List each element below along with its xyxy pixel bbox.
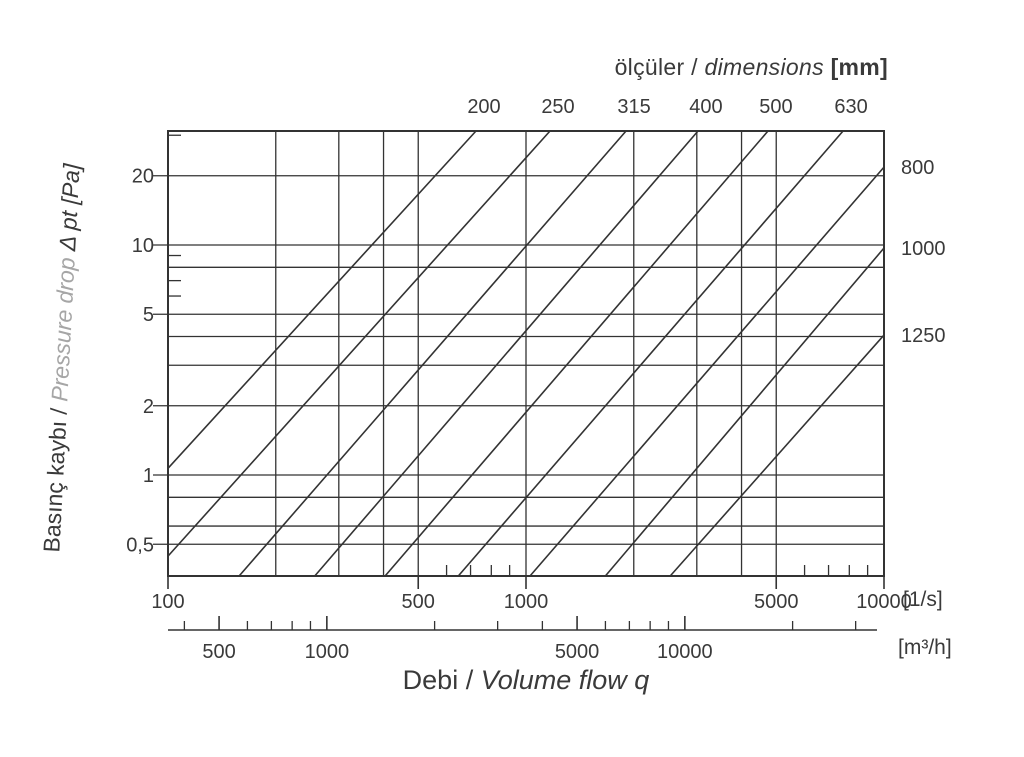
series-label-630: 630 xyxy=(834,96,867,118)
chart-title: ölçüler / dimensions [mm] xyxy=(168,54,888,81)
secondary-tick-label-500: 500 xyxy=(202,641,235,663)
x-tick-label-100: 100 xyxy=(151,591,184,613)
series-label-250: 250 xyxy=(541,96,574,118)
chart-title-turkish: ölçüler / xyxy=(614,54,698,80)
x-axis-title-english: Volume flow q xyxy=(480,665,650,695)
y-tick-label-2: 2 xyxy=(143,396,154,418)
y-tick-label-5: 5 xyxy=(143,304,154,326)
chart-title-unit: [mm] xyxy=(830,54,888,80)
series-label-1250: 1250 xyxy=(901,325,946,347)
series-label-315: 315 xyxy=(617,96,650,118)
x-tick-label-500: 500 xyxy=(402,591,435,613)
x-tick-label-1000: 1000 xyxy=(504,591,549,613)
series-line-250 xyxy=(167,130,551,557)
series-line-315 xyxy=(238,130,627,577)
x-tick-label-10000: 10000 xyxy=(856,591,912,613)
y-axis-title-symbol: Δ pt [Pa] xyxy=(54,162,85,252)
series-line-630 xyxy=(457,130,844,577)
series-label-400: 400 xyxy=(689,96,722,118)
series-line-500 xyxy=(384,130,769,577)
series-line-200 xyxy=(167,130,477,469)
series-line-1250 xyxy=(669,334,885,577)
y-tick-label-0_5: 0,5 xyxy=(126,534,154,556)
series-line-800 xyxy=(529,166,885,577)
x-tick-label-5000: 5000 xyxy=(754,591,799,613)
secondary-tick-label-10000: 10000 xyxy=(657,641,713,663)
plot-border xyxy=(167,130,885,577)
series-label-200: 200 xyxy=(467,96,500,118)
x-axis-title-turkish: Debi / xyxy=(402,665,474,695)
secondary-tick-label-5000: 5000 xyxy=(555,641,600,663)
series-label-500: 500 xyxy=(759,96,792,118)
x-axis-title: Debi / Volume flow q xyxy=(168,665,884,696)
series-label-1000: 1000 xyxy=(901,238,946,260)
chart-title-english: dimensions xyxy=(704,54,824,80)
y-tick-label-10: 10 xyxy=(132,235,154,257)
series-line-1000 xyxy=(604,247,885,577)
y-tick-label-20: 20 xyxy=(132,166,154,188)
y-tick-label-1: 1 xyxy=(143,465,154,487)
secondary-flow-unit: [m³/h] xyxy=(898,636,952,659)
primary-flow-unit: [1/s] xyxy=(903,588,943,611)
series-label-800: 800 xyxy=(901,157,934,179)
secondary-tick-label-1000: 1000 xyxy=(305,641,350,663)
series-line-400 xyxy=(314,130,699,577)
